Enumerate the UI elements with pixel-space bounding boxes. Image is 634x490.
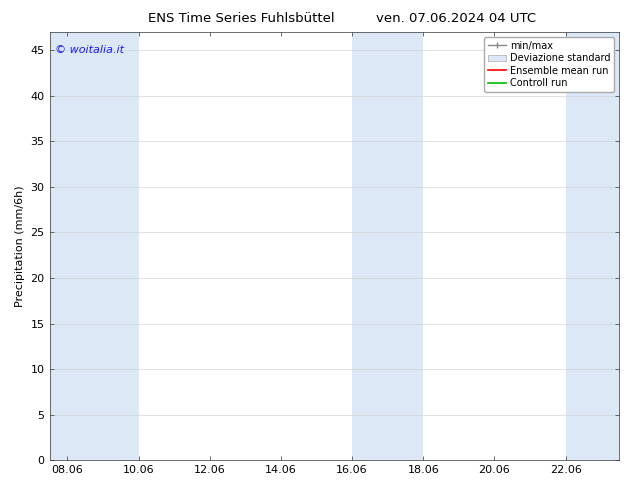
Legend: min/max, Deviazione standard, Ensemble mean run, Controll run: min/max, Deviazione standard, Ensemble m… [484,37,614,92]
Text: ENS Time Series Fuhlsbüttel: ENS Time Series Fuhlsbüttel [148,12,334,25]
Bar [352,32,424,460]
Text: ven. 07.06.2024 04 UTC: ven. 07.06.2024 04 UTC [377,12,536,25]
Y-axis label: Precipitation (mm/6h): Precipitation (mm/6h) [15,185,25,307]
Bar [566,32,619,460]
Bar [49,32,138,460]
Text: © woitalia.it: © woitalia.it [55,45,124,55]
